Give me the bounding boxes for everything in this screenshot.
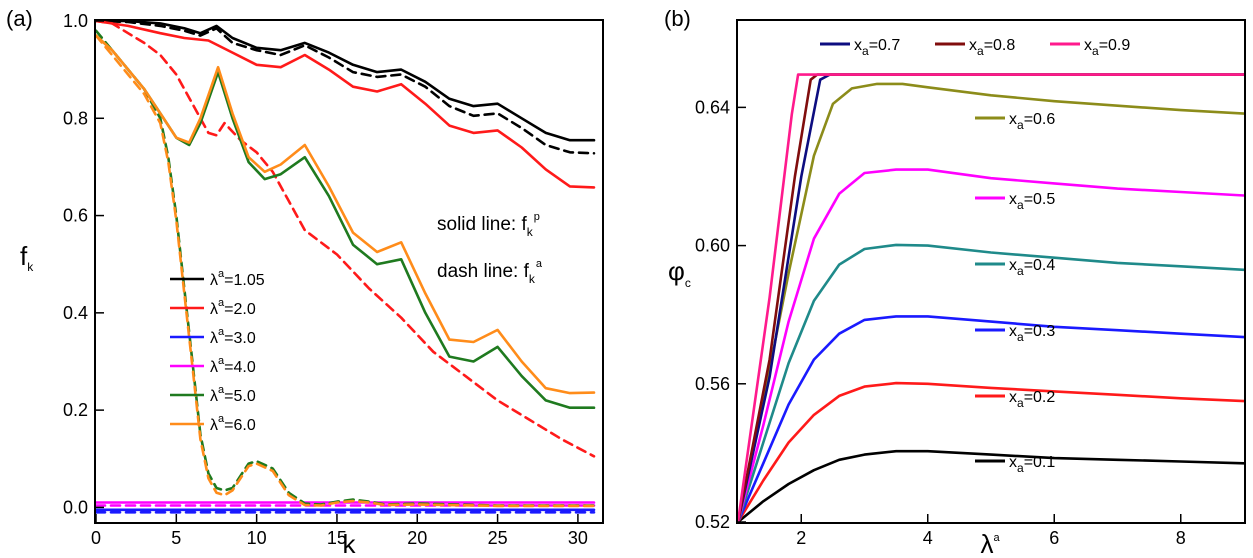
panel-b: (b) 2 4 6 80.520.560.600.64 λa φc xa=0.1xa=… — [664, 6, 1246, 558]
series-label-0-1: xa=0.1 — [1009, 454, 1055, 475]
panel-b-series-line-0-9 — [736, 73, 1246, 524]
panel-b-x-axis-title: λa — [980, 529, 1000, 558]
annotation-solid-text: solid line: f — [437, 214, 527, 235]
panel-b-y-tick-label: 0.60 — [695, 236, 730, 256]
annotation-dash-text: dash line: f — [437, 261, 530, 282]
panel-a-x-axis-title: k — [343, 529, 357, 558]
panel-a-series-line-1-05 — [94, 19, 596, 142]
panel-a-y-tick-label: 0.4 — [63, 303, 88, 323]
panel-b-plot-frame — [736, 19, 1246, 524]
legend-label-4-0: λa=4.0 — [210, 355, 256, 376]
panel-a-x-tick-label: 15 — [327, 528, 347, 548]
panel-b-x-tick-label: 8 — [1176, 528, 1186, 548]
panel-a-label: (a) — [6, 6, 33, 31]
annotation-solid-sub: k — [527, 225, 534, 239]
panel-b-series-line-0-1 — [736, 449, 1246, 524]
legend-label-6-0: λa=6.0 — [210, 413, 256, 434]
panel-a: (a) 0 5 10 15 20 25 300.00.20.40.60.81.0 k fk … — [6, 6, 604, 558]
annotation-solid-sup: p — [534, 211, 540, 223]
panel-a-x-tick-label: 0 — [91, 528, 101, 548]
series-label-0-5: xa=0.5 — [1009, 191, 1055, 212]
panel-b-series-line-0-5 — [736, 168, 1246, 524]
panel-a-y-tick-label: 0.6 — [63, 206, 88, 226]
panel-b-label: (b) — [664, 6, 691, 31]
panel-b-y-tick-label: 0.64 — [695, 97, 730, 117]
panel-b-series-line-0-4 — [736, 243, 1246, 524]
panel-b-y-tick-label: 0.56 — [695, 374, 730, 394]
panel-a-y-title-sub: k — [27, 260, 34, 274]
annotation-dash-sup: a — [536, 258, 543, 270]
panel-b-x-tick-label: 2 — [796, 528, 806, 548]
panel-b-y-title-sub: c — [685, 276, 691, 290]
panel-a-series — [94, 19, 596, 514]
panel-a-y-tick-label: 0.2 — [63, 400, 88, 420]
panel-a-x-tick-label: 20 — [407, 528, 427, 548]
panel-a-y-title-main: f — [20, 241, 28, 271]
panel-a-y-axis-title: fk — [20, 241, 34, 274]
panel-a-x-tick-label: 25 — [488, 528, 508, 548]
panel-b-y-tick-label: 0.52 — [695, 512, 730, 532]
panel-a-x-tick-label: 30 — [568, 528, 588, 548]
annotation-dash-sub: k — [529, 272, 536, 286]
panel-b-series — [736, 73, 1246, 524]
panel-b-x-title-sup: a — [993, 532, 1000, 544]
panel-b-x-tick-label: 6 — [1049, 528, 1059, 548]
panel-a-x-tick-label: 5 — [171, 528, 181, 548]
series-label-0-4: xa=0.4 — [1009, 257, 1055, 278]
panel-b-series-line-0-2 — [736, 381, 1246, 524]
panel-a-series-line-6-0 — [94, 34, 596, 395]
panel-a-series-line-1-05-dash — [94, 19, 596, 155]
annotation-solid-line: solid line: fkp — [437, 211, 540, 239]
panel-b-y-axis-title: φc — [668, 256, 691, 290]
series-label-0-9: xa=0.9 — [1084, 37, 1130, 58]
panel-a-series-line-2-0 — [94, 19, 596, 189]
series-label-0-8: xa=0.8 — [969, 37, 1015, 58]
panel-a-legend: λa=1.05 λa=2.0 λa=3.0 λa=4.0 λa=5.0 λa=6.0 — [170, 268, 265, 434]
legend-label-1-05: λa=1.05 — [210, 268, 265, 289]
series-label-0-7: xa=0.7 — [854, 37, 900, 58]
panel-a-x-tick-label: 10 — [247, 528, 267, 548]
panel-a-series-line-6-0-dash — [94, 34, 596, 508]
series-label-0-2: xa=0.2 — [1009, 389, 1055, 410]
panel-a-plot-frame — [94, 19, 604, 524]
panel-a-y-tick-label: 0.8 — [63, 108, 88, 128]
panel-a-y-tick-label: 1.0 — [63, 11, 88, 31]
panel-b-series-line-0-3 — [736, 315, 1246, 524]
legend-label-2-0: λa=2.0 — [210, 297, 256, 318]
annotation-dash-line: dash line: fka — [437, 258, 543, 286]
panel-a-series-line-2-0-dash — [94, 19, 596, 458]
panel-b-ticks: 2 4 6 8 0.52 0.56 0.60 0.64 — [695, 97, 1186, 548]
panel-b-series-line-0-6 — [736, 82, 1246, 524]
panel-a-y-tick-label: 0.0 — [63, 497, 88, 517]
series-label-0-6: xa=0.6 — [1009, 111, 1055, 132]
panel-b-x-tick-label: 4 — [923, 528, 933, 548]
legend-label-3-0: λa=3.0 — [210, 326, 256, 347]
panel-b-series-labels: xa=0.1 xa=0.2 xa=0.3 xa=0.4 xa=0.5 xa=0.6 xa=0… — [820, 37, 1130, 475]
legend-label-5-0: λa=5.0 — [210, 384, 256, 405]
panel-b-x-title-main: λ — [980, 529, 993, 558]
series-label-0-3: xa=0.3 — [1009, 323, 1055, 344]
panel-b-y-title-main: φ — [668, 256, 685, 286]
